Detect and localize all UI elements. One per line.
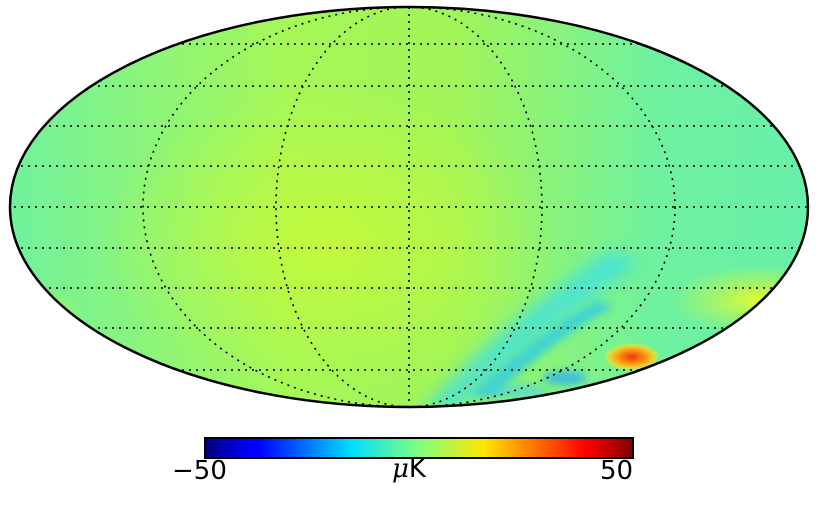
colorbar [204,437,634,459]
colorbar-unit-label: μK [392,454,426,484]
meridian-ellipse [142,7,676,407]
unit-letter: K [408,454,426,484]
colorbar-bar [204,437,634,459]
colorbar-max-label: 50 [600,456,634,486]
graticule [10,7,808,407]
meridian-ellipse [275,7,543,407]
sky-map [10,7,808,407]
map-outline [8,5,810,409]
hot-spot [604,343,660,371]
unit-symbol: μ [392,454,409,484]
colorbar-min-label: −50 [172,456,227,486]
